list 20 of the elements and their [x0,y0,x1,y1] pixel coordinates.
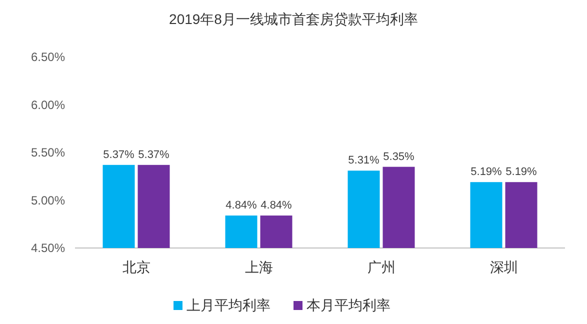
data-label: 5.37% [138,148,170,161]
data-label: 4.84% [260,200,292,212]
x-tick-label: 深圳 [490,259,518,275]
data-label: 5.31% [348,154,380,167]
x-tick-label: 广州 [367,259,396,275]
chart-title: 2019年8月一线城市首套房贷款平均利率 [169,11,418,27]
data-label: 5.19% [506,166,538,178]
legend-label: 上月平均利率 [186,297,270,313]
data-label: 5.37% [103,148,135,161]
y-tick-label: 5.00% [30,193,66,208]
y-tick-label: 4.50% [30,241,66,255]
data-label: 5.35% [383,150,415,163]
data-label: 4.84% [226,200,258,212]
x-tick-label: 北京 [122,259,150,275]
y-tick-label: 6.50% [30,50,66,64]
y-tick-label: 6.00% [30,98,66,112]
y-tick-label: 5.50% [30,146,66,160]
data-label: 5.19% [470,166,502,178]
x-tick-label: 上海 [244,259,273,275]
legend-label: 本月平均利率 [306,297,390,313]
